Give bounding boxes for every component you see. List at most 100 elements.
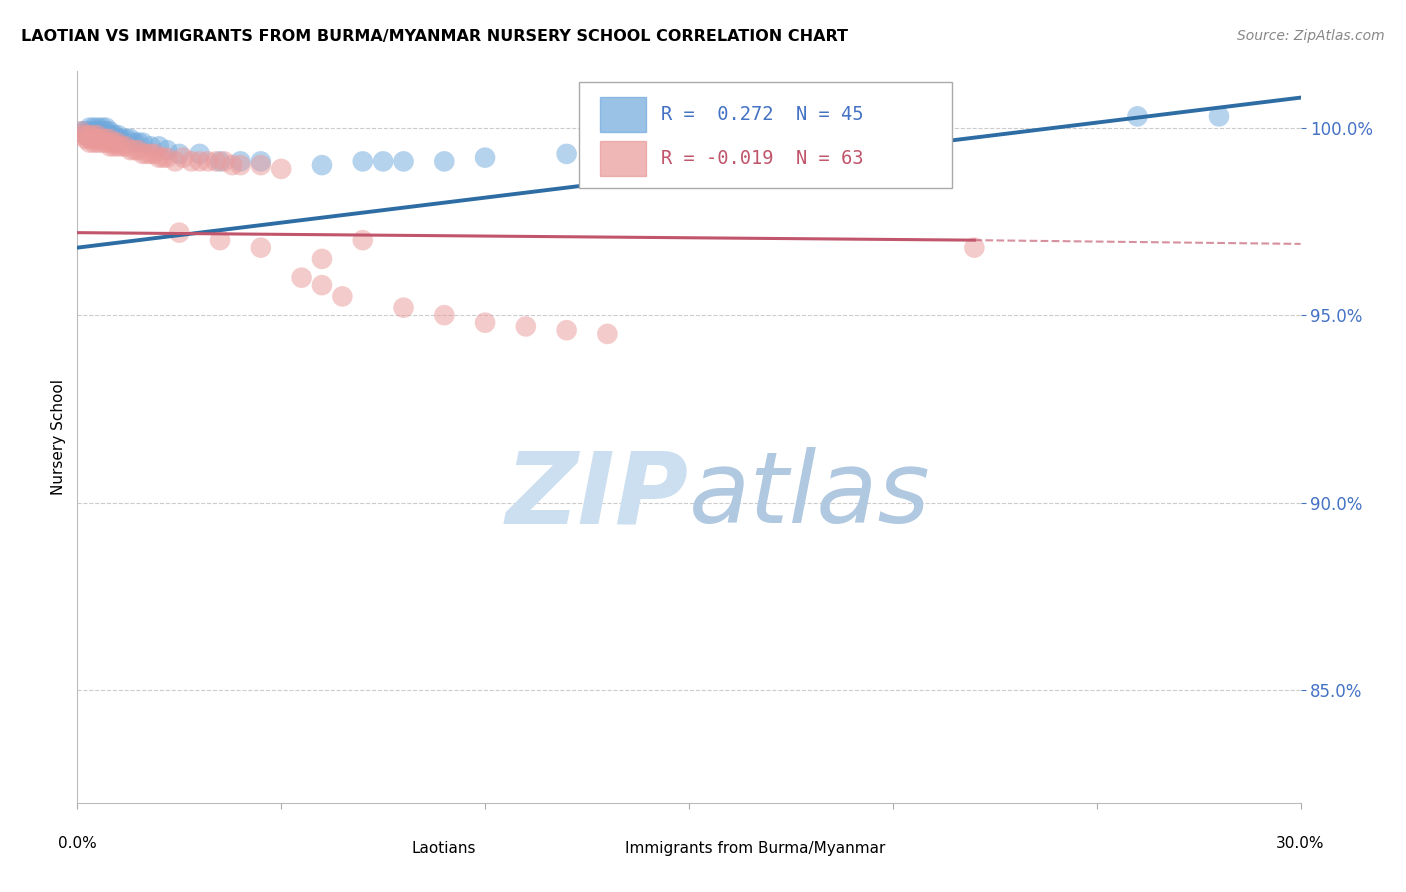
Point (94, 124, 117, 138)
Point (103, 136, 125, 150)
Point (87, 124, 110, 138)
Point (87, 128, 110, 142)
Point (98, 128, 121, 142)
Point (103, 139, 125, 153)
Point (79, 132, 101, 146)
Point (229, 154, 252, 169)
Text: 30.0%: 30.0% (1277, 836, 1324, 851)
Bar (599, 97, 647, 132)
Point (135, 147, 157, 161)
Point (165, 154, 187, 169)
Point (172, 151, 194, 165)
Point (111, 139, 134, 153)
Point (250, 154, 273, 169)
Point (352, 233, 374, 247)
Point (107, 136, 129, 150)
Point (83, 132, 105, 146)
Point (250, 158, 273, 172)
Point (139, 147, 162, 161)
Point (433, 154, 456, 169)
Point (79, 120, 101, 135)
Point (139, 139, 162, 153)
Point (352, 154, 374, 169)
Point (83, 124, 105, 138)
Point (120, 132, 142, 146)
Point (94, 132, 117, 146)
Point (311, 252, 333, 266)
Point (90, 132, 112, 146)
Point (94, 120, 117, 135)
Point (79, 136, 101, 150)
Bar (364, 840, 402, 858)
Point (148, 151, 170, 165)
Point (107, 132, 129, 146)
Point (1208, 109, 1230, 123)
Text: Immigrants from Burma/Myanmar: Immigrants from Burma/Myanmar (626, 841, 886, 856)
FancyBboxPatch shape (579, 82, 952, 188)
Point (79, 128, 101, 142)
Point (90, 136, 112, 150)
Text: Source: ZipAtlas.com: Source: ZipAtlas.com (1237, 29, 1385, 43)
Point (79, 128, 101, 142)
Point (152, 151, 174, 165)
Point (87, 128, 110, 142)
Text: atlas: atlas (689, 447, 931, 544)
Point (131, 136, 153, 150)
Point (197, 154, 219, 169)
Point (120, 143, 142, 157)
Point (1126, 109, 1149, 123)
Point (90, 124, 112, 138)
Point (70, 128, 93, 142)
Text: ZIP: ZIP (506, 447, 689, 544)
Point (143, 147, 166, 161)
Point (169, 226, 191, 240)
Point (70, 124, 93, 138)
Y-axis label: Nursery School: Nursery School (51, 379, 66, 495)
Point (311, 158, 333, 172)
Point (188, 147, 211, 161)
Point (515, 319, 537, 334)
Point (188, 154, 211, 169)
Point (98, 139, 121, 153)
Point (83, 128, 105, 142)
Point (596, 326, 619, 341)
Point (87, 120, 110, 135)
Point (98, 132, 121, 146)
Point (124, 136, 146, 150)
Point (596, 154, 619, 169)
Point (205, 154, 228, 169)
Point (221, 158, 243, 172)
Point (111, 132, 134, 146)
Point (148, 139, 170, 153)
Point (127, 136, 149, 150)
Point (107, 139, 129, 153)
Point (433, 308, 456, 322)
Text: LAOTIAN VS IMMIGRANTS FROM BURMA/MYANMAR NURSERY SCHOOL CORRELATION CHART: LAOTIAN VS IMMIGRANTS FROM BURMA/MYANMAR… (21, 29, 848, 44)
Point (103, 128, 125, 142)
Point (156, 143, 179, 157)
Point (169, 147, 191, 161)
Point (115, 132, 138, 146)
Point (94, 136, 117, 150)
Point (229, 158, 252, 172)
Point (127, 143, 149, 157)
Point (131, 147, 153, 161)
Point (87, 132, 110, 146)
Point (87, 136, 110, 150)
Bar (579, 840, 616, 858)
Point (124, 143, 146, 157)
Text: R = -0.019  N = 63: R = -0.019 N = 63 (661, 149, 863, 168)
Point (180, 154, 202, 169)
Bar (599, 141, 647, 176)
Point (75, 132, 97, 146)
Point (208, 154, 231, 169)
Point (83, 120, 105, 135)
Point (290, 270, 312, 285)
Point (311, 278, 333, 293)
Point (83, 136, 105, 150)
Text: R =  0.272  N = 45: R = 0.272 N = 45 (661, 105, 863, 124)
Point (70, 124, 93, 138)
Point (555, 147, 578, 161)
Point (75, 128, 97, 142)
Text: Laotians: Laotians (412, 841, 475, 856)
